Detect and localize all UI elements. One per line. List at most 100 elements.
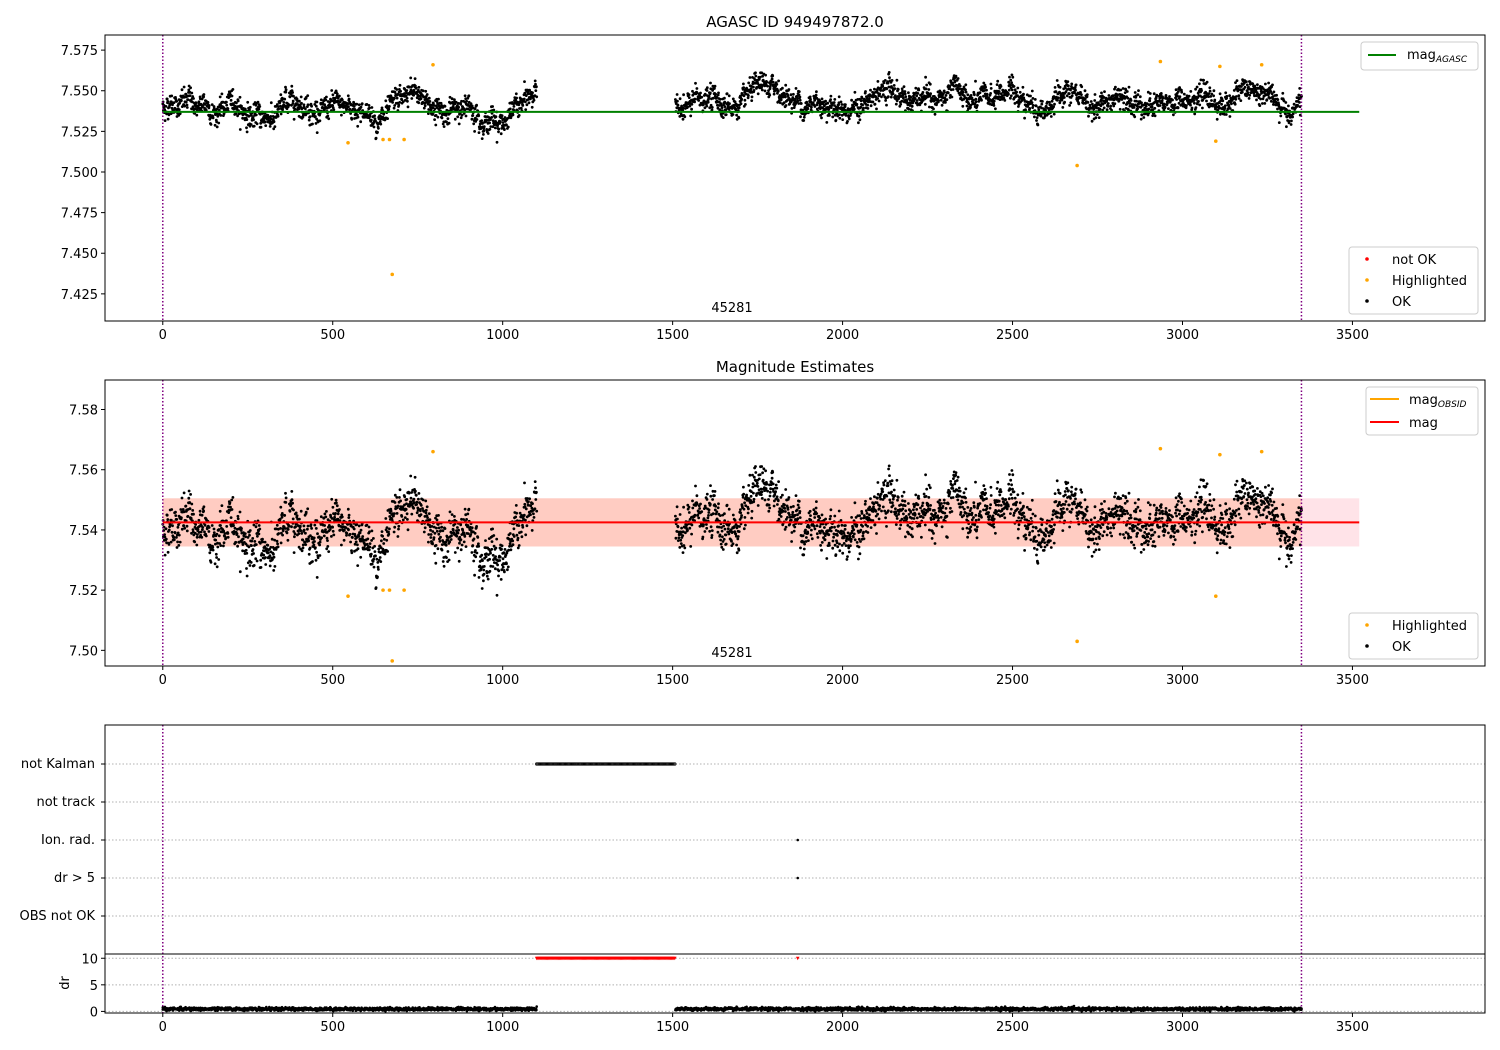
ok-point — [300, 549, 304, 553]
ok-point — [495, 140, 499, 144]
ok-point — [1210, 99, 1213, 102]
ok-point — [431, 113, 434, 116]
ok-point — [365, 523, 369, 527]
ok-point — [1285, 125, 1288, 129]
ok-point — [718, 108, 722, 112]
ok-point — [1090, 119, 1094, 123]
ok-point — [481, 559, 484, 562]
ok-point — [399, 499, 402, 503]
ok-point — [746, 96, 750, 100]
ok-point — [723, 105, 727, 108]
ok-point — [514, 92, 518, 96]
ok-point — [482, 125, 486, 129]
ok-point — [695, 494, 699, 498]
ok-point — [869, 104, 873, 108]
ok-point — [721, 548, 725, 551]
ok-point — [943, 91, 946, 94]
ok-point — [432, 536, 436, 540]
ok-point — [475, 525, 478, 528]
ok-point — [829, 98, 832, 101]
ok-point — [820, 112, 824, 116]
ok-point — [306, 103, 310, 107]
ok-point — [331, 525, 334, 529]
ok-point — [1298, 87, 1302, 90]
ok-point — [272, 569, 276, 572]
ok-point — [346, 523, 350, 526]
ok-point — [211, 116, 215, 120]
ok-point — [308, 115, 312, 119]
ok-point — [1213, 98, 1217, 102]
ok-point — [315, 550, 318, 554]
ok-point — [879, 89, 883, 92]
ok-point — [1159, 92, 1163, 95]
ok-point — [1233, 102, 1237, 106]
ok-point — [715, 510, 719, 514]
ok-point — [1240, 90, 1244, 94]
panel-2-title: Magnitude Estimates — [716, 358, 874, 376]
ok-point — [412, 93, 415, 97]
ok-point — [279, 104, 282, 108]
ok-point — [752, 491, 755, 495]
ok-point — [530, 105, 534, 109]
ok-point — [464, 114, 468, 118]
ok-point — [1122, 101, 1126, 105]
ok-point — [185, 524, 189, 528]
ok-point — [1164, 94, 1168, 97]
ok-point — [184, 100, 188, 104]
ok-point — [379, 122, 383, 126]
ok-point — [357, 524, 361, 528]
ok-point — [435, 518, 439, 522]
ok-point — [1264, 82, 1267, 86]
ok-point — [415, 503, 418, 506]
ok-point — [723, 512, 726, 516]
ok-point — [740, 97, 743, 101]
ok-point — [1086, 101, 1090, 104]
ok-point — [333, 515, 336, 519]
ok-point — [691, 89, 694, 93]
ok-point — [1168, 95, 1171, 98]
x-tick-label: 2000 — [826, 328, 859, 343]
ok-point — [1034, 104, 1038, 108]
ok-point — [890, 79, 894, 82]
ok-point — [482, 129, 486, 133]
ok-point — [1277, 121, 1281, 124]
ok-point — [887, 71, 891, 74]
ok-point — [238, 570, 242, 574]
ok-point — [475, 103, 478, 107]
ok-point — [771, 80, 775, 84]
ok-point — [531, 502, 534, 505]
ok-point — [528, 497, 531, 501]
ok-point — [189, 516, 193, 520]
ok-point — [456, 102, 460, 105]
ok-point — [187, 496, 191, 500]
ok-point — [921, 91, 925, 94]
ok-point — [995, 83, 999, 86]
highlighted-point — [1218, 64, 1222, 69]
ok-point — [693, 513, 697, 517]
ok-point — [1144, 105, 1148, 108]
ok-point — [340, 113, 343, 117]
ok-point — [466, 532, 470, 535]
ok-point — [753, 81, 757, 85]
ok-point — [1267, 81, 1270, 85]
ok-point — [427, 540, 430, 544]
ok-point — [1023, 116, 1026, 120]
ok-point — [765, 80, 769, 84]
ok-point — [1287, 104, 1290, 108]
ok-point — [235, 532, 239, 536]
ok-point — [1140, 113, 1144, 117]
ok-point — [231, 496, 235, 499]
ok-point — [699, 502, 702, 506]
ok-point — [886, 81, 890, 85]
ok-point — [236, 544, 240, 548]
ok-point — [251, 548, 255, 551]
ok-point — [367, 104, 371, 107]
ok-point — [1218, 106, 1222, 110]
ok-point — [491, 565, 495, 568]
ok-point — [427, 512, 431, 515]
ok-point — [174, 510, 177, 514]
ok-point — [809, 97, 812, 101]
ok-point — [517, 114, 521, 117]
ok-point — [266, 543, 270, 547]
ok-point — [880, 95, 883, 99]
